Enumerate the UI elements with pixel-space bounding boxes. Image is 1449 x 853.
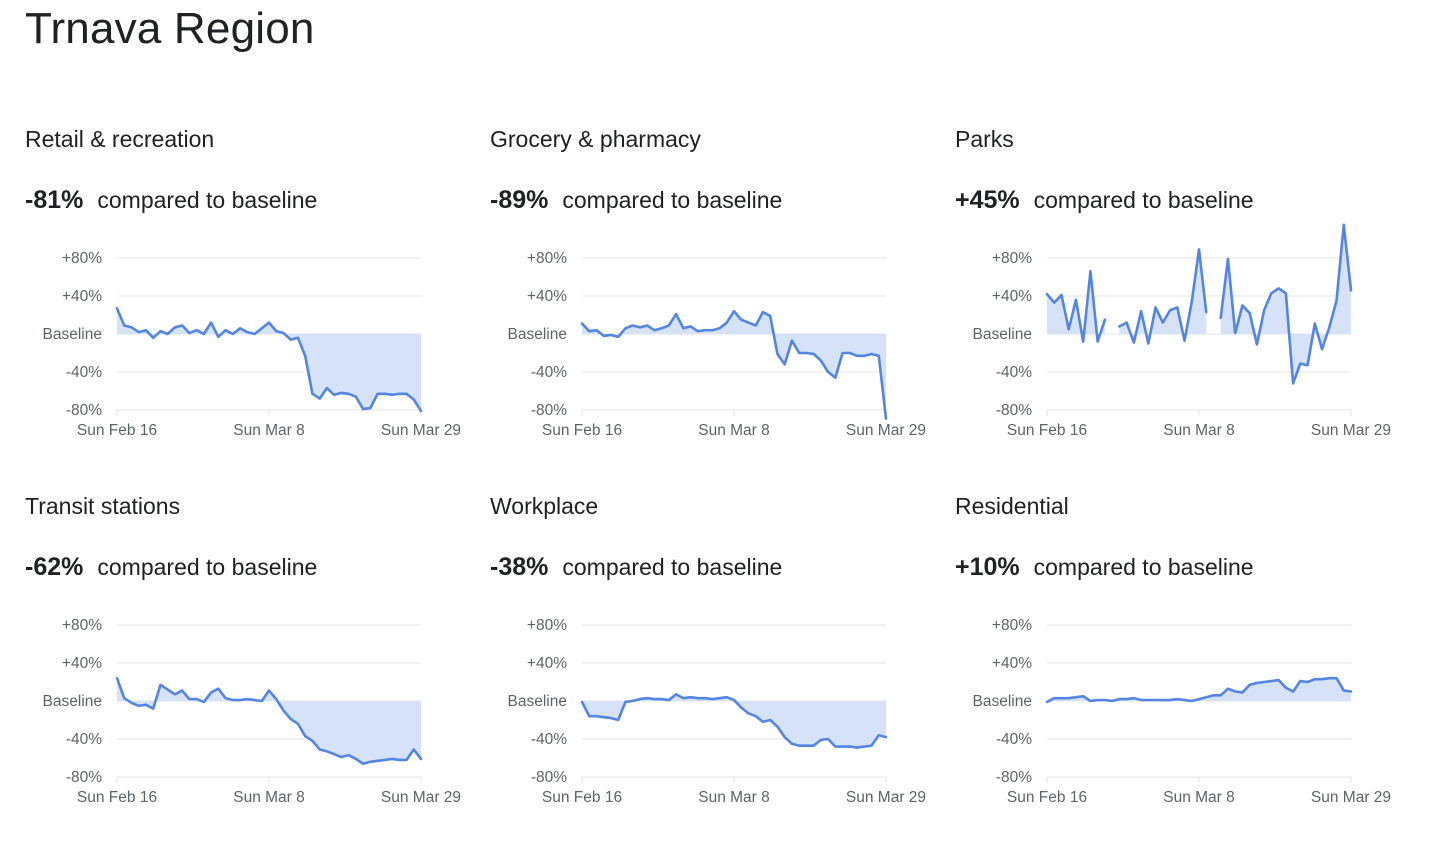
y-tick-label: +80% bbox=[62, 250, 102, 267]
change-percent: +10% bbox=[955, 553, 1020, 581]
y-tick-label: Baseline bbox=[508, 326, 567, 343]
x-tick-label: Sun Feb 16 bbox=[1007, 789, 1087, 806]
panel-transit-stations: Transit stations -62% compared to baselin… bbox=[25, 493, 485, 853]
compare-text: compared to baseline bbox=[562, 554, 783, 580]
series-line bbox=[115, 676, 423, 765]
y-tick-label: Baseline bbox=[508, 693, 567, 710]
series-line bbox=[1118, 248, 1208, 345]
y-tick-label: +40% bbox=[62, 288, 102, 305]
panel-retail-recreation: Retail & recreation -81% compared to base… bbox=[25, 126, 485, 486]
panel-grocery-pharmacy: Grocery & pharmacy -89% compared to basel… bbox=[490, 126, 950, 486]
x-tick-label: Sun Mar 8 bbox=[1163, 789, 1235, 806]
mobility-chart: +80% +40% Baseline -40% -80% Sun Feb 16 Sun Ma… bbox=[43, 250, 462, 439]
x-tick-label: Sun Mar 29 bbox=[846, 789, 926, 806]
change-percent: -62% bbox=[25, 553, 84, 581]
y-tick-label: -80% bbox=[531, 769, 567, 786]
area-fill bbox=[117, 308, 421, 411]
compare-text: compared to baseline bbox=[97, 187, 318, 213]
x-tick-label: Sun Feb 16 bbox=[77, 422, 157, 439]
x-tick-label: Sun Mar 8 bbox=[698, 789, 770, 806]
panel-workplace: Workplace -38% compared to baseline +80% +… bbox=[490, 493, 950, 853]
compare-text: compared to baseline bbox=[562, 187, 783, 213]
y-tick-label: +40% bbox=[527, 655, 567, 672]
change-percent: +45% bbox=[955, 186, 1020, 214]
change-percent: -38% bbox=[490, 553, 549, 581]
headline: -81% compared to baseline bbox=[25, 186, 317, 215]
category-title: Workplace bbox=[490, 493, 599, 519]
x-tick-label: Sun Mar 8 bbox=[233, 789, 305, 806]
area-fill bbox=[1047, 678, 1351, 702]
y-tick-label: +40% bbox=[527, 288, 567, 305]
y-tick-label: -40% bbox=[66, 364, 102, 381]
mobility-chart: +80% +40% Baseline -40% -80% Sun Feb 16 Sun Ma… bbox=[973, 223, 1391, 439]
category-title: Transit stations bbox=[25, 493, 181, 519]
x-tick-label: Sun Feb 16 bbox=[77, 789, 157, 806]
mobility-chart: +80% +40% Baseline -40% -80% Sun Feb 16 Sun Ma… bbox=[508, 250, 927, 439]
x-tick-label: Sun Feb 16 bbox=[542, 422, 622, 439]
y-tick-label: +80% bbox=[992, 250, 1032, 267]
y-tick-label: -80% bbox=[531, 402, 567, 419]
y-tick-label: -40% bbox=[996, 364, 1032, 381]
y-tick-label: -80% bbox=[996, 769, 1032, 786]
headline: -89% compared to baseline bbox=[490, 186, 782, 215]
panel-residential: Residential +10% compared to baseline +80… bbox=[955, 493, 1415, 853]
y-tick-label: -80% bbox=[66, 402, 102, 419]
y-tick-label: +80% bbox=[992, 617, 1032, 634]
x-tick-label: Sun Mar 29 bbox=[381, 789, 461, 806]
mobility-chart: +80% +40% Baseline -40% -80% Sun Feb 16 Sun Ma… bbox=[43, 617, 462, 806]
series-line bbox=[1045, 676, 1353, 704]
y-tick-label: -40% bbox=[531, 364, 567, 381]
headline: -62% compared to baseline bbox=[25, 553, 317, 582]
y-tick-label: +80% bbox=[527, 617, 567, 634]
area-fill bbox=[582, 694, 886, 748]
y-tick-label: +40% bbox=[992, 288, 1032, 305]
mobility-chart: +80% +40% Baseline -40% -80% Sun Feb 16 Sun Ma… bbox=[508, 617, 927, 806]
y-tick-label: -40% bbox=[531, 731, 567, 748]
change-percent: -81% bbox=[25, 186, 84, 214]
series-line bbox=[1045, 269, 1107, 343]
series-line bbox=[1219, 223, 1353, 385]
x-tick-label: Sun Mar 29 bbox=[1311, 789, 1391, 806]
y-tick-label: -80% bbox=[66, 769, 102, 786]
y-tick-label: +80% bbox=[62, 617, 102, 634]
category-title: Parks bbox=[955, 126, 1014, 152]
area-fill bbox=[582, 311, 886, 419]
x-tick-label: Sun Mar 8 bbox=[1163, 422, 1235, 439]
x-tick-label: Sun Mar 29 bbox=[1311, 422, 1391, 439]
compare-text: compared to baseline bbox=[1033, 187, 1254, 213]
compare-text: compared to baseline bbox=[1033, 554, 1254, 580]
x-tick-label: Sun Mar 29 bbox=[381, 422, 461, 439]
x-tick-label: Sun Feb 16 bbox=[1007, 422, 1087, 439]
x-tick-label: Sun Mar 8 bbox=[233, 422, 305, 439]
x-tick-label: Sun Mar 8 bbox=[698, 422, 770, 439]
y-tick-label: +40% bbox=[992, 655, 1032, 672]
y-tick-label: -40% bbox=[66, 731, 102, 748]
y-tick-label: +40% bbox=[62, 655, 102, 672]
panel-parks: Parks +45% compared to baseline +80% +40% B… bbox=[955, 126, 1415, 486]
compare-text: compared to baseline bbox=[97, 554, 318, 580]
y-tick-label: +80% bbox=[527, 250, 567, 267]
change-percent: -89% bbox=[490, 186, 549, 214]
headline: -38% compared to baseline bbox=[490, 553, 782, 582]
mobility-chart: +80% +40% Baseline -40% -80% Sun Feb 16 Sun Ma… bbox=[973, 617, 1392, 806]
x-tick-label: Sun Mar 29 bbox=[846, 422, 926, 439]
series-line bbox=[580, 693, 888, 749]
x-tick-label: Sun Feb 16 bbox=[542, 789, 622, 806]
y-tick-label: Baseline bbox=[973, 693, 1032, 710]
y-tick-label: -80% bbox=[996, 402, 1032, 419]
y-tick-label: Baseline bbox=[43, 326, 102, 343]
y-tick-label: Baseline bbox=[43, 693, 102, 710]
series-line bbox=[115, 307, 423, 413]
series-line bbox=[580, 309, 888, 420]
page-title: Trnava Region bbox=[25, 4, 315, 53]
category-title: Residential bbox=[955, 493, 1069, 519]
category-title: Retail & recreation bbox=[25, 126, 215, 152]
y-tick-label: Baseline bbox=[973, 326, 1032, 343]
area-fill bbox=[1119, 249, 1207, 344]
headline: +10% compared to baseline bbox=[955, 553, 1254, 582]
headline: +45% compared to baseline bbox=[955, 186, 1254, 215]
y-tick-label: -40% bbox=[996, 731, 1032, 748]
category-title: Grocery & pharmacy bbox=[490, 126, 701, 152]
